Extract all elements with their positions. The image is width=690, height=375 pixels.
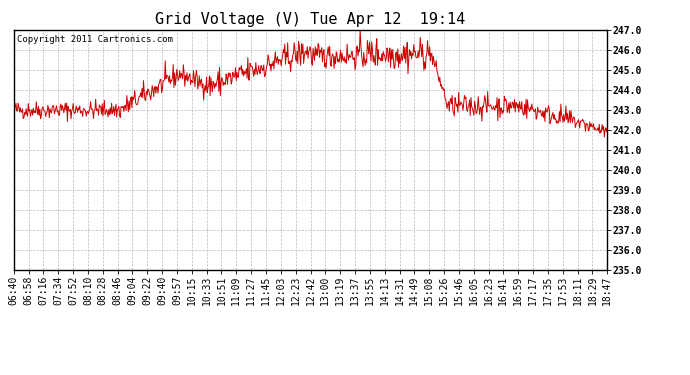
Title: Grid Voltage (V) Tue Apr 12  19:14: Grid Voltage (V) Tue Apr 12 19:14 [155,12,466,27]
Text: Copyright 2011 Cartronics.com: Copyright 2011 Cartronics.com [17,35,172,44]
